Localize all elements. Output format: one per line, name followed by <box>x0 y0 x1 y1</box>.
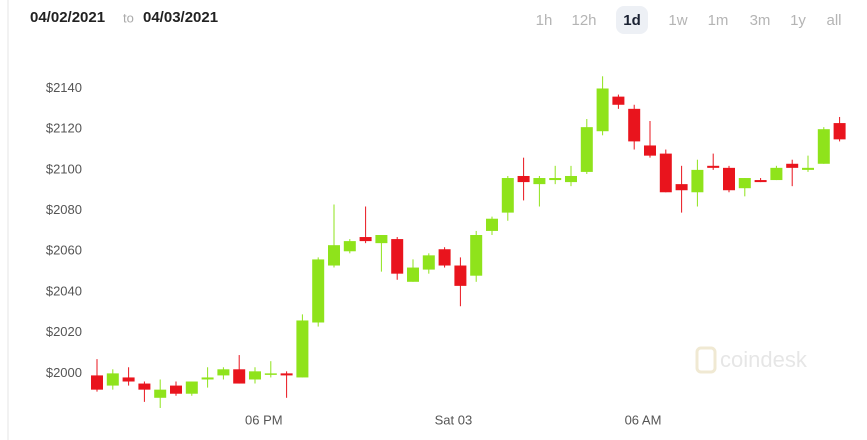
candle-body <box>549 178 562 181</box>
candle-body <box>533 178 546 185</box>
candle-body <box>596 88 609 132</box>
date-separator: to <box>123 10 134 25</box>
candle-body <box>833 123 846 140</box>
candle-body <box>628 108 641 142</box>
candle-body <box>707 165 720 168</box>
candle-body <box>312 259 325 323</box>
range-button[interactable]: 3m <box>750 12 771 29</box>
candle-body <box>280 373 293 376</box>
candle-body <box>754 180 767 183</box>
watermark-logo <box>695 346 717 374</box>
y-tick-label: $2020 <box>46 324 82 339</box>
y-tick-label: $2040 <box>46 283 82 298</box>
x-tick-label: Sat 03 <box>435 412 473 427</box>
candle-body <box>138 383 151 390</box>
candle-body <box>723 167 735 191</box>
range-button[interactable]: 1y <box>790 12 806 29</box>
candle-body <box>264 373 277 375</box>
watermark: coindesk <box>695 346 808 374</box>
candle-body <box>170 385 182 394</box>
x-tick-label: 06 PM <box>245 412 283 427</box>
candle-body <box>659 153 672 193</box>
y-tick-label: $2140 <box>46 80 82 95</box>
candle-body <box>91 375 103 390</box>
candle-body <box>328 245 340 266</box>
candle-body <box>438 249 451 266</box>
candle-body <box>375 235 388 244</box>
candle-body <box>486 218 498 231</box>
candle-body <box>122 377 135 382</box>
date-to: 04/03/2021 <box>143 9 218 26</box>
candle-body <box>612 96 625 105</box>
y-tick-label: $2100 <box>46 161 82 176</box>
candle-body <box>786 163 799 168</box>
candle-body <box>454 265 467 286</box>
candle-body <box>422 255 435 270</box>
candle-body <box>106 373 119 386</box>
range-button[interactable]: 12h <box>571 12 596 29</box>
candle-body <box>802 167 814 170</box>
candle-body <box>517 175 530 183</box>
date-from: 04/02/2021 <box>30 9 105 26</box>
candle-body <box>296 320 309 378</box>
range-button-bg <box>616 6 648 34</box>
candle-body <box>233 369 246 384</box>
candle-body <box>501 178 514 213</box>
candle-body <box>565 175 577 183</box>
range-button[interactable]: all <box>826 12 841 29</box>
candle-body <box>201 377 214 380</box>
candle-body <box>391 239 404 274</box>
candle-body <box>249 371 261 380</box>
candle-body <box>407 267 419 282</box>
range-button[interactable]: 1w <box>668 12 687 29</box>
y-tick-label: $2060 <box>46 243 82 258</box>
y-tick-label: $2120 <box>46 121 82 136</box>
range-button[interactable]: 1d <box>623 12 641 29</box>
y-tick-label: $2000 <box>46 365 82 380</box>
watermark-text: coindesk <box>720 347 808 372</box>
candle-body <box>580 127 593 172</box>
range-button[interactable]: 1h <box>536 12 553 29</box>
candle-body <box>770 167 783 181</box>
candle-body <box>185 381 198 394</box>
x-tick-label: 06 AM <box>625 412 662 427</box>
candle-body <box>817 129 830 164</box>
candle-body <box>154 389 167 398</box>
range-button[interactable]: 1m <box>708 12 729 29</box>
candle-body <box>675 184 688 191</box>
candle-body <box>644 145 656 156</box>
candle-body <box>359 237 372 242</box>
candle-body <box>470 235 483 276</box>
candle-body <box>217 369 230 376</box>
y-tick-label: $2080 <box>46 202 82 217</box>
candle-body <box>343 241 356 252</box>
candle-body <box>691 169 704 193</box>
candle-body <box>738 178 751 189</box>
